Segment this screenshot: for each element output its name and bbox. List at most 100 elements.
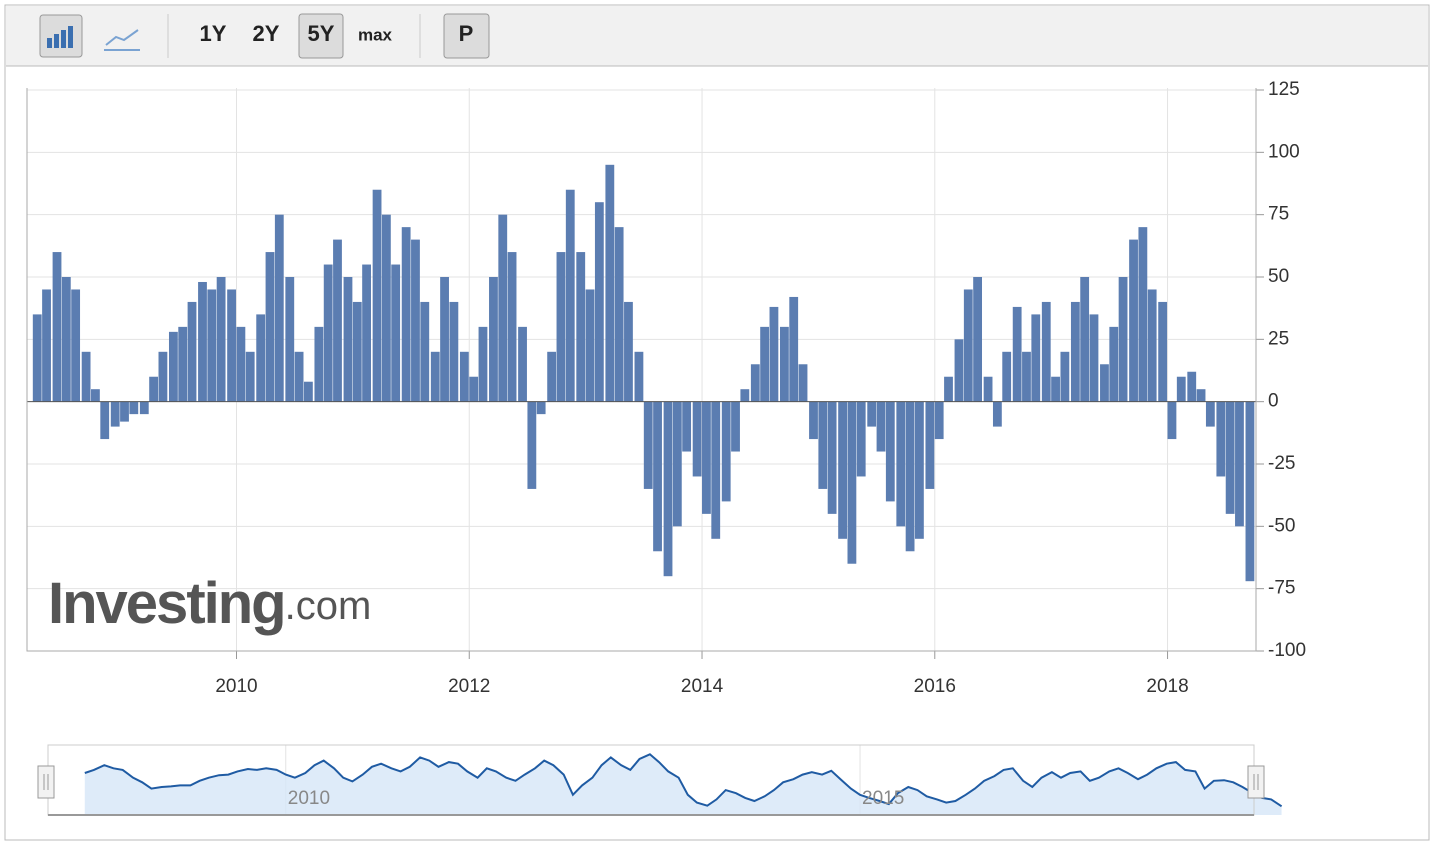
- bar: [420, 301, 430, 402]
- bar: [71, 289, 81, 402]
- bar: [1002, 351, 1012, 402]
- bar: [547, 351, 557, 402]
- bar: [1196, 389, 1206, 402]
- bar: [1041, 301, 1051, 402]
- bar: [1235, 401, 1244, 527]
- bar: [1147, 289, 1157, 402]
- bar: [459, 351, 469, 402]
- bar: [1167, 401, 1177, 440]
- print-button[interactable]: P: [459, 21, 474, 46]
- bar: [536, 401, 546, 415]
- range-button[interactable]: 2Y: [253, 21, 280, 46]
- selected-button-bg[interactable]: [298, 13, 344, 59]
- bar: [256, 314, 266, 402]
- bar-chart-button[interactable]: [39, 14, 83, 58]
- bar: [449, 301, 459, 402]
- bar: [1109, 326, 1119, 402]
- print-button-bg[interactable]: [443, 13, 490, 59]
- bar: [1176, 376, 1186, 402]
- bar: [944, 376, 953, 402]
- bar: [731, 401, 740, 452]
- bar: [838, 401, 847, 539]
- bar: [1031, 314, 1041, 402]
- bar: [760, 326, 770, 402]
- bar: [663, 401, 673, 577]
- y-tick-label: -100: [1268, 640, 1306, 661]
- bar: [576, 252, 586, 402]
- bar: [643, 401, 653, 489]
- bar: [411, 239, 420, 402]
- x-tick-label: 2016: [914, 676, 956, 697]
- bar: [1080, 277, 1090, 402]
- y-tick-label: -25: [1268, 453, 1295, 474]
- bar: [343, 277, 353, 402]
- navigator-tick-label: 2015: [862, 788, 904, 809]
- bar: [809, 401, 818, 440]
- bar: [1060, 351, 1070, 402]
- y-tick-label: -50: [1268, 515, 1295, 536]
- bar: [1129, 239, 1138, 402]
- bar: [779, 326, 789, 402]
- bar: [1205, 401, 1215, 427]
- bar: [885, 401, 895, 502]
- bar: [653, 401, 662, 552]
- bar: [634, 351, 644, 402]
- bar: [430, 351, 440, 402]
- plot-border: [26, 88, 1257, 652]
- bar: [158, 351, 168, 402]
- bar: [498, 214, 508, 402]
- bar: [973, 277, 983, 402]
- bar: [42, 289, 51, 402]
- bar: [1216, 401, 1226, 477]
- y-tick-label: -75: [1268, 578, 1295, 599]
- watermark: Investing.com: [48, 571, 371, 636]
- bar: [489, 277, 498, 402]
- bar: [605, 164, 615, 402]
- bar: [992, 401, 1002, 427]
- bar: [682, 401, 692, 452]
- y-tick-label: 25: [1268, 328, 1289, 349]
- bar: [692, 401, 702, 477]
- bar: [469, 376, 479, 402]
- bar: [91, 389, 100, 402]
- bar: [178, 326, 188, 402]
- bar: [52, 252, 62, 402]
- bar: [614, 227, 624, 402]
- x-tick-label: 2018: [1146, 676, 1188, 697]
- bar: [925, 401, 935, 489]
- bar: [905, 401, 915, 552]
- bar: [401, 227, 411, 402]
- range-button[interactable]: 5Y: [308, 21, 335, 46]
- bar: [245, 351, 255, 402]
- bar: [702, 401, 711, 514]
- bar: [32, 314, 42, 402]
- line-chart-button[interactable]: [104, 29, 140, 51]
- bar: [285, 277, 295, 402]
- bar: [914, 401, 924, 539]
- x-tick-label: 2010: [215, 676, 257, 697]
- bar: [352, 301, 362, 402]
- bar: [750, 364, 760, 402]
- bar: [216, 277, 226, 402]
- bar: [934, 401, 944, 440]
- range-button[interactable]: 1Y: [200, 21, 227, 46]
- bar: [1012, 306, 1022, 402]
- bar: [867, 401, 877, 427]
- bar: [527, 401, 537, 489]
- bar: [721, 401, 731, 502]
- x-tick-label: 2012: [448, 676, 490, 697]
- range-button[interactable]: max: [358, 25, 393, 44]
- navigator-handle[interactable]: [1247, 765, 1265, 799]
- watermark-suffix: .com: [285, 584, 372, 628]
- bar: [954, 339, 964, 402]
- bar: [139, 401, 149, 415]
- bar: [556, 252, 566, 402]
- bar: [294, 351, 304, 402]
- navigator-area: [84, 754, 1282, 815]
- bar: [896, 401, 906, 527]
- bar: [391, 264, 401, 402]
- navigator-handle[interactable]: [37, 765, 55, 799]
- bar: [594, 202, 604, 402]
- bar: [100, 401, 110, 440]
